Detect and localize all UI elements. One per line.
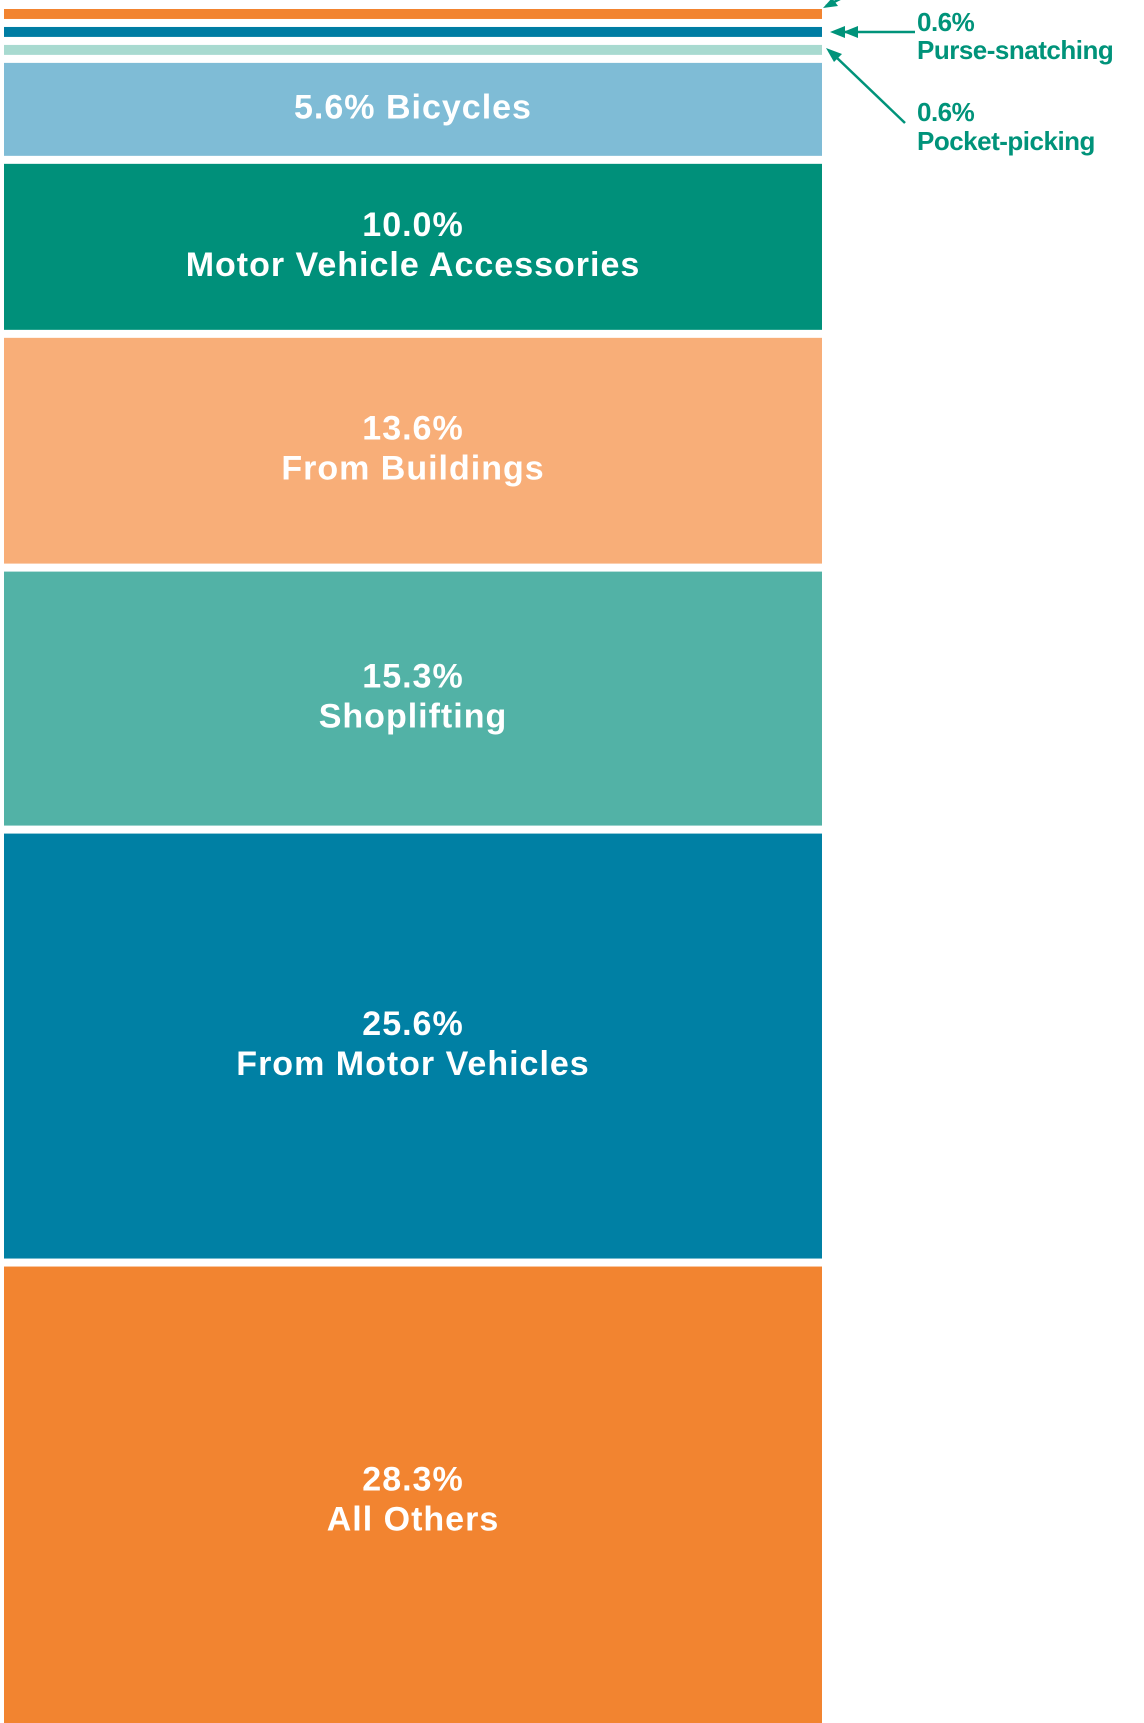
segment bbox=[4, 9, 822, 19]
segment bbox=[4, 44, 822, 55]
arrow-head bbox=[830, 26, 845, 38]
annotation-label: Pocket-picking bbox=[917, 126, 1095, 156]
segment bbox=[4, 62, 822, 156]
segment bbox=[4, 163, 822, 330]
segment-value: 25.6% bbox=[362, 1005, 463, 1043]
segment-value: 15.3% bbox=[362, 658, 463, 696]
segment-name: Bicycles bbox=[386, 88, 532, 126]
segment bbox=[4, 833, 822, 1259]
arrow-head bbox=[826, 48, 842, 62]
segment-name: All Others bbox=[327, 1500, 499, 1538]
segment bbox=[4, 571, 822, 826]
segment bbox=[4, 337, 822, 564]
segment-name: Shoplifting bbox=[319, 698, 508, 736]
segment-name: From Buildings bbox=[281, 450, 544, 488]
segment-label: 5.6% Bicycles bbox=[294, 88, 532, 126]
segment-value: 28.3% bbox=[362, 1460, 463, 1498]
segment bbox=[4, 26, 822, 37]
arrow-head bbox=[843, 26, 858, 38]
segment-value: 5.6% bbox=[294, 88, 376, 126]
segment bbox=[4, 1266, 822, 1723]
segment-value: 10.0% bbox=[362, 206, 463, 244]
annotation-label: Purse-snatching bbox=[917, 35, 1113, 65]
annotations: 0.6% Purse-snatching 0.6% Pocket-picking bbox=[823, 0, 1114, 156]
arrow-head bbox=[823, 0, 838, 8]
annotation-value: 0.6% bbox=[917, 7, 975, 37]
segment-name: From Motor Vehicles bbox=[236, 1045, 589, 1083]
segment-value: 13.6% bbox=[362, 410, 463, 448]
arrow bbox=[834, 55, 906, 124]
annotation-value: 0.6% bbox=[917, 97, 975, 127]
segment-name: Motor Vehicle Accessories bbox=[186, 246, 641, 284]
